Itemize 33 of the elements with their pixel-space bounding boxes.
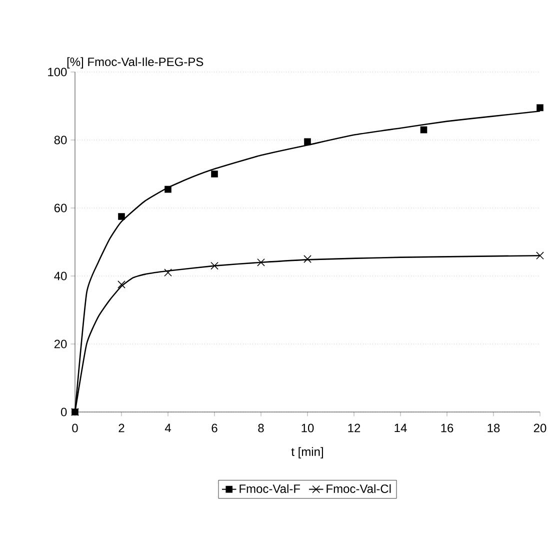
x-tick-label: 8	[258, 424, 264, 432]
y-tick-label: 20	[54, 340, 67, 348]
y-tick-label: 0	[60, 408, 67, 416]
y-tick-label: 80	[54, 136, 67, 144]
point	[420, 126, 428, 134]
point	[257, 258, 265, 266]
point	[536, 104, 544, 112]
x-tick-label: 10	[302, 424, 314, 432]
x-tick-label: 14	[394, 424, 407, 432]
legend-label: Fmoc-Val-Cl	[326, 484, 391, 494]
x-tick-label: 6	[212, 424, 218, 432]
x-tick-label: 18	[488, 424, 500, 432]
x-tick-label: 4	[164, 424, 171, 432]
point	[164, 268, 172, 277]
point	[164, 186, 172, 193]
x-tick-label: 20	[534, 424, 546, 432]
x-tick-label: 2	[118, 424, 124, 432]
x-tick-label: 0	[72, 424, 78, 432]
point	[536, 252, 544, 260]
y-tick-label: 40	[54, 272, 67, 280]
point	[210, 262, 218, 270]
x-axis-title: t [min]	[291, 447, 323, 458]
y-axis-title: [%] Fmoc-Val-Ile-PEG-PS	[67, 57, 204, 68]
x-tick-label: 12	[348, 424, 360, 432]
legend-label: Fmoc-Val-F	[240, 484, 300, 494]
point	[118, 213, 125, 220]
point	[118, 280, 126, 288]
point	[304, 138, 311, 146]
x-tick-label: 16	[441, 424, 454, 432]
point	[304, 255, 312, 263]
y-tick-label: 100	[48, 68, 67, 76]
y-tick-label: 60	[54, 204, 67, 212]
point	[211, 170, 218, 178]
